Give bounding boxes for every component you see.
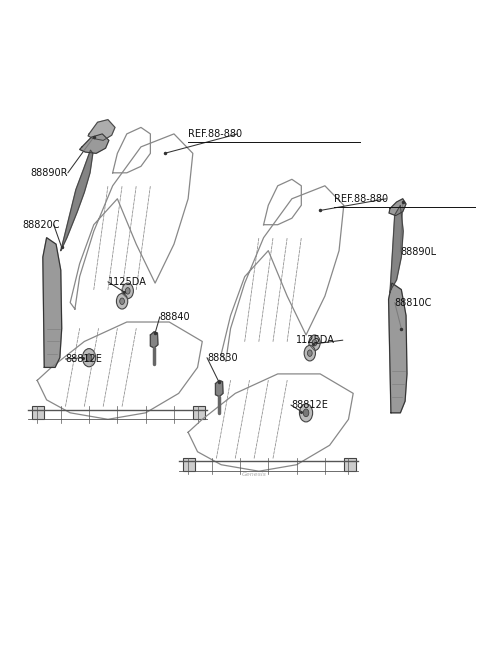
Polygon shape: [43, 238, 62, 367]
Circle shape: [125, 288, 130, 294]
Text: 88812E: 88812E: [65, 354, 102, 364]
Polygon shape: [150, 332, 158, 348]
Polygon shape: [88, 120, 115, 141]
Text: REF.88-880: REF.88-880: [335, 194, 388, 204]
Circle shape: [117, 294, 128, 309]
Polygon shape: [390, 205, 403, 293]
Text: 88812E: 88812E: [291, 400, 328, 410]
Text: 88890L: 88890L: [400, 247, 436, 257]
Circle shape: [300, 404, 312, 422]
Polygon shape: [389, 283, 407, 413]
Polygon shape: [61, 150, 93, 251]
Polygon shape: [80, 134, 109, 153]
Circle shape: [303, 409, 309, 417]
Circle shape: [86, 354, 92, 361]
Circle shape: [312, 340, 317, 346]
Circle shape: [83, 349, 96, 367]
Text: 1125DA: 1125DA: [108, 277, 147, 287]
Circle shape: [122, 283, 133, 299]
Polygon shape: [216, 380, 223, 397]
Text: 88890R: 88890R: [30, 168, 68, 178]
Text: 88840: 88840: [160, 312, 191, 322]
Bar: [33, 406, 44, 419]
Bar: [183, 458, 195, 471]
Circle shape: [304, 346, 315, 361]
Text: REF.88-880: REF.88-880: [188, 129, 242, 139]
Text: 1125DA: 1125DA: [296, 335, 335, 345]
Circle shape: [120, 298, 124, 304]
Circle shape: [309, 335, 320, 351]
Circle shape: [308, 350, 312, 356]
Polygon shape: [389, 199, 406, 215]
Text: 88810C: 88810C: [395, 298, 432, 307]
Text: 88830: 88830: [207, 353, 238, 363]
Bar: [193, 406, 204, 419]
Text: Genesis: Genesis: [242, 472, 266, 477]
Bar: [344, 458, 356, 471]
Text: 88820C: 88820C: [22, 219, 60, 230]
